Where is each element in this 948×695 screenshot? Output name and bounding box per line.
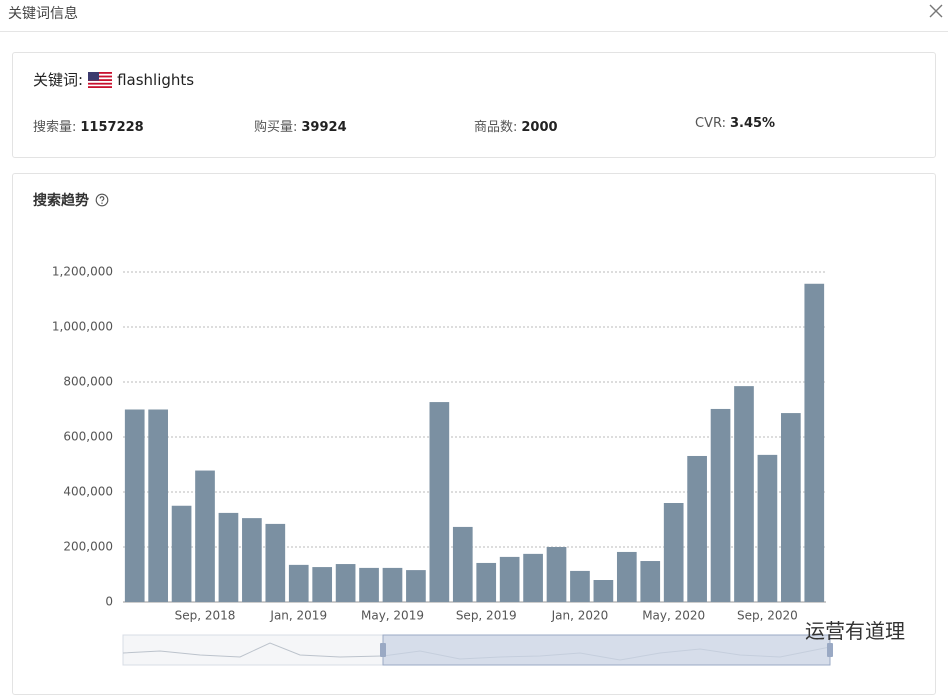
x-tick-label: May, 2020 [642,609,705,623]
bar [616,551,637,602]
bar [804,283,825,602]
bar [429,402,450,602]
stat-value: 39924 [301,120,347,135]
chart: 0 200,000 400,000 600,000 800,000 1,000,000 1,… [52,265,833,666]
x-tick-label: Sep, 2019 [456,609,517,623]
stat-value: 1157228 [80,120,144,135]
x-tick-label: May, 2019 [361,609,424,623]
bar [476,562,497,602]
bar [546,547,567,602]
bar [734,386,754,602]
stat: 搜索量: 1157228 [33,116,144,135]
y-tick-label: 1,200,000 [52,265,113,279]
bar [406,570,426,602]
stat-label: 购买量: [254,120,298,135]
chart-header: 搜索趋势 [33,190,109,210]
bar [710,408,731,602]
stat: 商品数: 2000 [474,116,558,135]
keyword-row: 关键词: flashlights [33,69,194,90]
stat-label: 搜索量: [33,120,77,135]
bar [359,567,379,602]
x-tick-label: Jan, 2020 [551,609,609,623]
stat-label: CVR: [695,116,726,131]
bar [218,512,239,602]
bar [663,503,684,602]
bar [335,564,356,602]
bar [757,454,778,602]
stat-label: 商品数: [474,120,518,135]
help-icon[interactable] [95,193,109,207]
bar [499,556,520,602]
y-tick-label: 0 [105,595,113,609]
stat-value: 2000 [521,120,558,135]
keyword-value: flashlights [117,70,195,89]
y-tick-label: 800,000 [63,375,113,389]
x-tick-label: Jan, 2019 [269,609,327,623]
dialog-header: 关键词信息 [0,0,948,32]
bar [523,553,543,602]
bar [640,561,661,602]
us-flag [88,71,113,88]
bar [265,523,286,602]
bar [148,409,168,602]
y-tick-label: 200,000 [63,540,113,554]
watermark: 运营有道理 [805,619,905,643]
chart-title: 搜索趋势 [33,193,89,209]
bar [382,567,403,602]
x-tick-label: Sep, 2018 [175,609,236,623]
bar [195,470,215,602]
bar [593,580,614,602]
bar [312,567,333,602]
bar [452,526,473,602]
stat: CVR: 3.45% [695,116,775,131]
keyword-card: 关键词: flashlights 搜索量: 1157228 购买量: 39924 商… [12,52,936,158]
x-tick-label: Sep, 2020 [737,609,798,623]
y-tick-label: 400,000 [63,485,113,499]
bar [124,409,145,602]
bar [570,570,590,602]
dialog-title: 关键词信息 [8,6,78,22]
bar [781,413,801,602]
bar [171,505,192,602]
stat-value: 3.45% [729,116,776,131]
keyword-label: 关键词: [33,71,84,89]
bar [288,564,309,602]
zoom-slider[interactable] [122,634,833,666]
y-tick-label: 600,000 [63,430,113,444]
bar [242,518,262,602]
close-button[interactable] [928,3,944,19]
bar [687,455,707,602]
y-tick-label: 1,000,000 [52,320,113,334]
stat: 购买量: 39924 [254,116,347,135]
